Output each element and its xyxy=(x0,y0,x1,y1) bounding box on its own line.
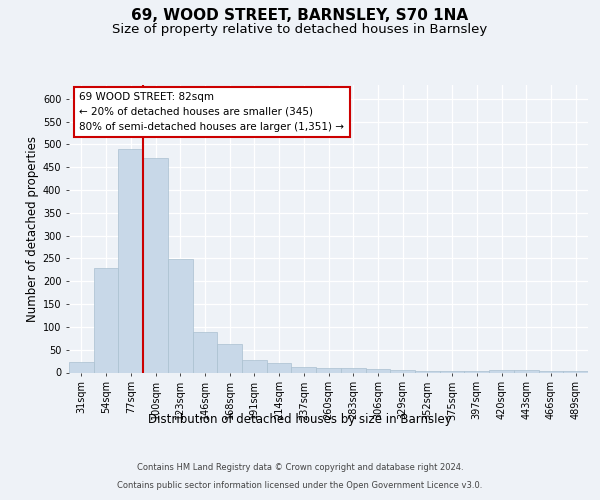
Bar xyxy=(489,370,514,372)
Bar xyxy=(69,362,94,372)
Bar xyxy=(464,371,489,372)
Bar xyxy=(415,370,440,372)
Bar xyxy=(168,260,193,372)
Y-axis label: Number of detached properties: Number of detached properties xyxy=(26,136,38,322)
Bar xyxy=(341,368,365,372)
Bar xyxy=(267,364,292,372)
Bar xyxy=(143,158,168,372)
Text: Distribution of detached houses by size in Barnsley: Distribution of detached houses by size … xyxy=(148,412,452,426)
Bar xyxy=(193,332,217,372)
Bar xyxy=(94,268,118,372)
Bar xyxy=(316,368,341,372)
Bar xyxy=(118,149,143,372)
Bar xyxy=(514,370,539,372)
Text: Contains HM Land Registry data © Crown copyright and database right 2024.: Contains HM Land Registry data © Crown c… xyxy=(137,464,463,472)
Bar xyxy=(292,366,316,372)
Bar xyxy=(242,360,267,372)
Bar xyxy=(440,371,464,372)
Bar xyxy=(365,370,390,372)
Text: 69 WOOD STREET: 82sqm
← 20% of detached houses are smaller (345)
80% of semi-det: 69 WOOD STREET: 82sqm ← 20% of detached … xyxy=(79,92,344,132)
Bar xyxy=(563,370,588,372)
Bar xyxy=(390,370,415,372)
Bar xyxy=(217,344,242,372)
Text: 69, WOOD STREET, BARNSLEY, S70 1NA: 69, WOOD STREET, BARNSLEY, S70 1NA xyxy=(131,8,469,22)
Text: Contains public sector information licensed under the Open Government Licence v3: Contains public sector information licen… xyxy=(118,481,482,490)
Text: Size of property relative to detached houses in Barnsley: Size of property relative to detached ho… xyxy=(112,22,488,36)
Bar xyxy=(539,371,563,372)
